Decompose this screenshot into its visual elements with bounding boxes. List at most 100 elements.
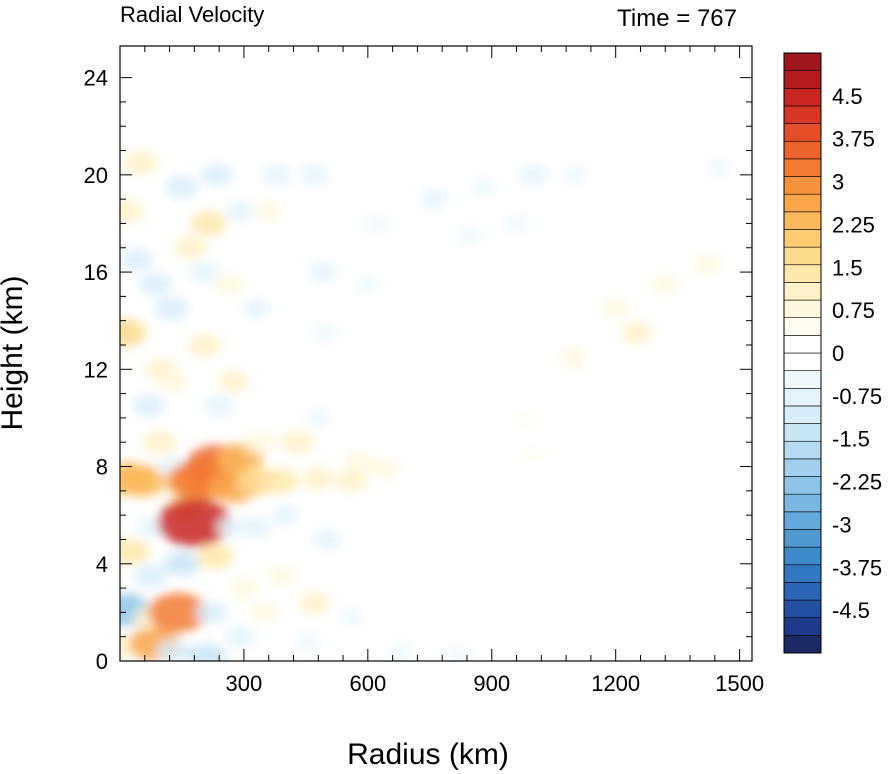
velocity-blob <box>560 347 589 367</box>
colorbar-swatch <box>783 387 822 407</box>
colorbar-label: 3 <box>832 170 844 195</box>
colorbar-swatch <box>783 440 822 460</box>
velocity-blob <box>335 470 368 493</box>
colorbar: 4.5 3.75 3 2.25 1.5 0.75 0 -0.75 -1.5 -2.25 -3 -3.7… <box>783 52 882 654</box>
y-tick-label: 0 <box>96 649 108 674</box>
x-tick-label: 600 <box>349 671 386 696</box>
velocity-blob <box>120 248 153 271</box>
colorbar-label: 2.25 <box>832 212 875 237</box>
velocity-blob <box>338 608 365 627</box>
velocity-blob <box>133 564 169 588</box>
velocity-blob <box>254 201 283 222</box>
velocity-blob <box>304 408 332 428</box>
velocity-blob <box>457 226 485 246</box>
colorbar-swatch <box>783 246 822 266</box>
velocity-blob <box>196 543 234 570</box>
velocity-blob <box>298 591 331 614</box>
colorbar-label: 3.75 <box>832 127 875 152</box>
x-axis-label: Radius (km) <box>347 738 509 771</box>
velocity-blob <box>164 551 200 576</box>
velocity-blob <box>518 165 548 185</box>
velocity-blob <box>308 262 337 282</box>
colorbar-swatch <box>783 87 822 107</box>
colorbar-swatch <box>783 264 822 283</box>
velocity-blob <box>214 273 245 295</box>
velocity-blob <box>187 643 226 661</box>
velocity-blob <box>228 577 260 599</box>
colorbar-label: -4.5 <box>832 598 870 623</box>
velocity-blob <box>224 626 256 648</box>
velocity-blob <box>362 214 390 233</box>
velocity-blob <box>156 639 191 661</box>
colorbar-swatch <box>783 123 822 142</box>
velocity-blob <box>299 164 329 186</box>
colorbar-swatch <box>783 405 822 424</box>
plot-area <box>120 150 732 661</box>
velocity-blob <box>344 451 375 473</box>
colorbar-swatch <box>783 546 822 566</box>
velocity-blob <box>165 175 199 199</box>
colorbar-swatch <box>783 299 822 319</box>
colorbar-swatch <box>783 70 822 89</box>
velocity-blob <box>154 296 189 321</box>
colorbar-swatch <box>783 458 822 477</box>
chart-title: Radial Velocity <box>120 2 264 27</box>
velocity-blob <box>148 592 208 633</box>
velocity-blob <box>189 261 221 283</box>
velocity-blob <box>387 642 414 661</box>
velocity-blob <box>446 645 472 661</box>
velocity-blob <box>369 458 400 480</box>
colorbar-swatch <box>783 511 822 530</box>
colorbar-swatch <box>783 352 822 371</box>
velocity-blob <box>520 445 547 464</box>
velocity-blob <box>224 201 255 222</box>
colorbar-swatch <box>783 317 822 336</box>
colorbar-swatch <box>783 599 822 619</box>
colorbar-swatch <box>783 140 822 160</box>
colorbar-label: -3 <box>832 512 852 537</box>
velocity-blob <box>705 158 732 177</box>
velocity-blob <box>132 394 165 417</box>
colorbar-label: 0 <box>832 341 844 366</box>
colorbar-swatch <box>783 176 822 195</box>
x-axis: 300 600 900 1200 1500 <box>119 46 764 696</box>
velocity-blob <box>469 177 498 197</box>
y-tick-label: 20 <box>84 163 108 188</box>
colorbar-label: 0.75 <box>832 298 875 323</box>
velocity-blob <box>242 298 271 319</box>
velocity-blob <box>157 497 231 548</box>
y-tick-label: 8 <box>96 455 108 480</box>
colorbar-label: 4.5 <box>832 84 863 109</box>
y-tick-label: 12 <box>84 357 108 382</box>
velocity-blob <box>245 431 276 453</box>
colorbar-swatch <box>783 105 822 124</box>
velocity-blob <box>158 370 190 393</box>
colorbar-label: -3.75 <box>832 555 882 580</box>
y-tick-label: 16 <box>84 260 108 285</box>
colorbar-swatch <box>783 335 822 354</box>
velocity-blob <box>249 602 280 623</box>
velocity-blob <box>266 565 296 587</box>
velocity-blob <box>419 189 449 209</box>
velocity-blob <box>312 529 341 550</box>
colorbar-label: -0.75 <box>832 384 882 409</box>
colorbar-swatch <box>783 211 822 230</box>
colorbar-swatch <box>783 476 822 495</box>
velocity-blob <box>511 408 539 428</box>
velocity-blob <box>294 632 322 651</box>
chart-subtitle: Time = 767 <box>617 5 737 32</box>
velocity-blob <box>354 275 381 294</box>
colorbar-swatch <box>783 158 822 177</box>
velocity-blob <box>262 164 292 186</box>
velocity-blob <box>120 538 150 565</box>
y-axis-label: Height (km) <box>0 275 29 430</box>
velocity-blob <box>138 272 172 296</box>
velocity-blob <box>692 254 721 275</box>
velocity-blob <box>120 199 144 224</box>
x-tick-label: 1200 <box>591 671 640 696</box>
colorbar-label: -2.25 <box>832 470 882 495</box>
colorbar-swatch <box>783 52 822 71</box>
y-axis: 0 4 8 12 16 20 24 <box>84 66 752 674</box>
velocity-blob <box>194 601 227 624</box>
